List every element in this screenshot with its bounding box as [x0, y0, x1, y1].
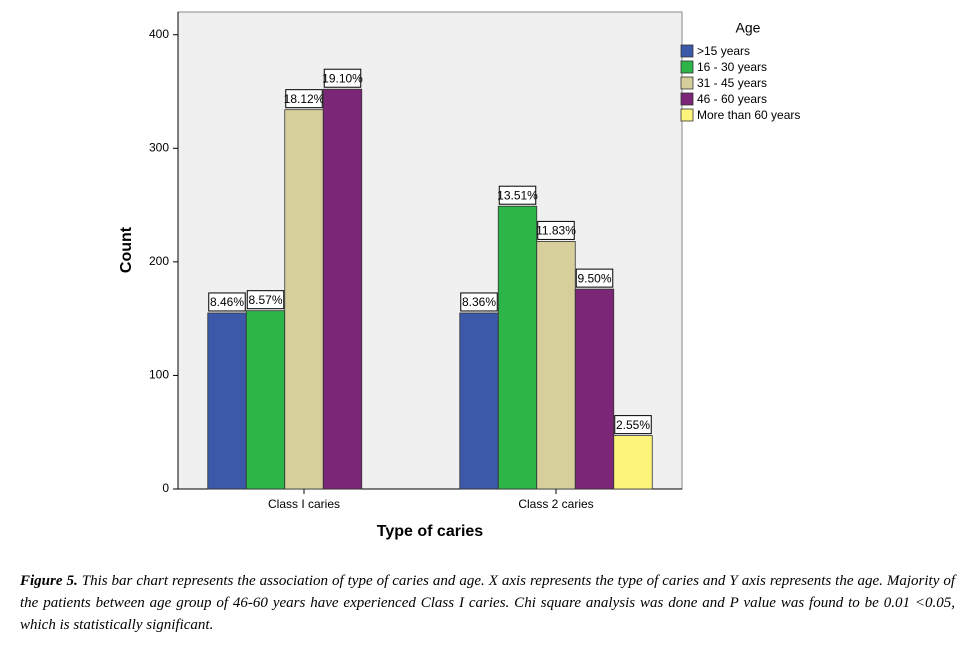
data-label-box	[537, 220, 575, 240]
data-label: 8.57%	[248, 293, 282, 307]
bar	[245, 310, 286, 490]
y-tick-label: 100	[149, 368, 169, 382]
data-label: 8.46%	[210, 295, 244, 309]
data-label-box	[614, 415, 652, 435]
legend-label: 31 - 45 years	[697, 76, 767, 90]
bar	[497, 205, 538, 490]
y-tick-label: 300	[149, 140, 169, 154]
y-tick-label: 200	[149, 254, 169, 268]
bar	[536, 241, 576, 490]
data-label: 13.51%	[497, 188, 538, 202]
data-label-box	[285, 89, 323, 109]
data-label: 2.55%	[616, 418, 650, 432]
data-label-box	[575, 268, 614, 288]
legend-label: >15 years	[697, 44, 750, 58]
caption-text: This bar chart represents the associatio…	[20, 573, 956, 633]
bar	[459, 312, 499, 490]
y-axis-label: Count	[118, 226, 135, 273]
bar	[322, 88, 363, 490]
legend-swatch	[680, 92, 694, 106]
x-tick-label: Class I caries	[268, 497, 340, 511]
legend-title: Age	[736, 20, 761, 36]
legend-swatch	[680, 76, 694, 90]
bar	[207, 312, 247, 490]
legend-swatch	[680, 44, 694, 58]
y-tick-label: 0	[162, 481, 169, 495]
data-label: 9.50%	[577, 271, 611, 285]
caption: Figure 5. This bar chart represents the …	[20, 570, 955, 636]
legend-swatch	[680, 108, 694, 122]
data-label-box	[208, 292, 246, 312]
data-label: 11.83%	[536, 224, 576, 238]
legend-label: More than 60 years	[697, 108, 800, 122]
chart: Count Type of caries Age 0 100 200 300 400 Cl…	[118, 11, 800, 540]
data-label-box	[498, 185, 537, 205]
data-label-box	[246, 290, 285, 310]
y-tick-label: 400	[149, 27, 169, 41]
legend-swatch	[680, 60, 694, 74]
x-axis-label: Type of caries	[377, 523, 484, 540]
bar	[284, 109, 324, 490]
data-label: 19.10%	[322, 71, 363, 85]
data-label-box	[323, 68, 362, 88]
data-label-box	[460, 292, 498, 312]
legend-label: 46 - 60 years	[697, 92, 767, 106]
data-label: 18.12%	[284, 92, 325, 106]
x-tick-label: Class 2 caries	[518, 497, 593, 511]
bar	[613, 435, 653, 490]
bar	[574, 288, 615, 490]
legend-label: 16 - 30 years	[697, 60, 767, 74]
caption-label: Figure 5.	[20, 573, 78, 589]
data-label: 8.36%	[462, 295, 496, 309]
